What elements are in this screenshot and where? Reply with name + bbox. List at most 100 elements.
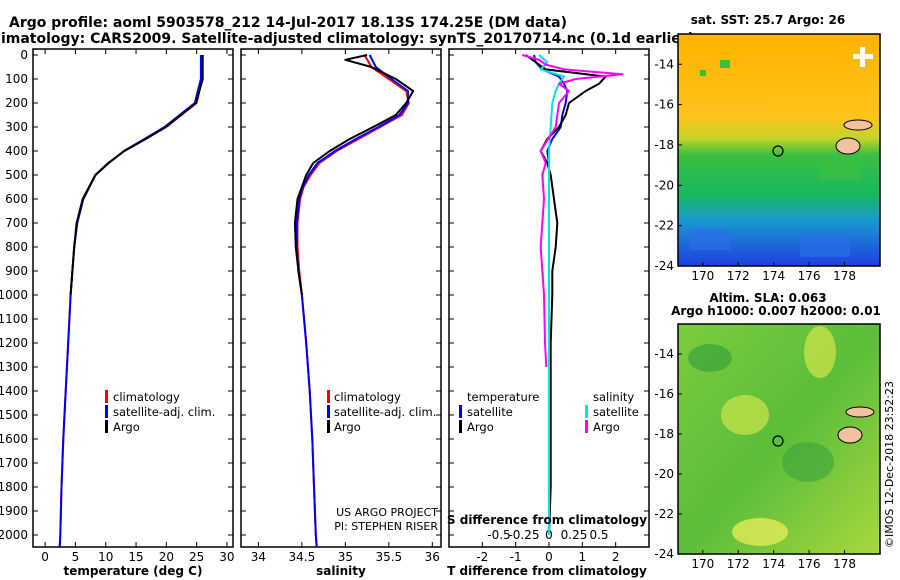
map-lon-tick-label: 178 (833, 269, 856, 283)
x-tick-label: 2 (612, 550, 620, 564)
salinity-xlabel: salinity (316, 564, 366, 578)
x-tick-label: 20 (159, 550, 174, 564)
y-tick-label: 1300 (0, 360, 28, 374)
legend-temperature-header: temperature (467, 390, 539, 404)
legend-satellite-label: satellite-adj. clim. (334, 405, 436, 419)
x-tick-label: 15 (128, 550, 143, 564)
sst-patch (700, 70, 706, 76)
map-lat-tick-label: -16 (654, 387, 674, 401)
y-tick-label: 1500 (0, 408, 28, 422)
sla-eddy (721, 395, 769, 435)
y-tick-label: 1200 (0, 336, 28, 350)
sla-map (677, 323, 881, 555)
argo-float-marker (772, 145, 784, 157)
series-line-temperature-argo (525, 54, 607, 536)
temperature-panel-frame (32, 48, 234, 548)
legend-temp-satellite-label: satellite (467, 405, 513, 419)
sla-map-subtitle: Argo h1000: 0.007 h2000: 0.01 (671, 304, 881, 318)
legend-sal-argo-swatch (585, 420, 588, 433)
temperature-legend: climatology satellite-adj. clim. Argo (105, 390, 215, 434)
title-line-1: Argo profile: aoml 5903578_212 14-Jul-20… (9, 15, 567, 31)
legend-temp-satellite-swatch (459, 405, 462, 418)
map-lon-tick-label: 178 (833, 557, 856, 571)
map-lat-tick-label: -20 (654, 467, 674, 481)
difference-xlabel: T difference from climatology (447, 564, 647, 578)
legend-climatology-label: climatology (113, 390, 180, 404)
argo-float-marker (772, 435, 784, 447)
legend-argo-swatch (327, 420, 330, 433)
x-tick-label: 34 (251, 550, 266, 564)
map-lat-tick-label: -14 (654, 57, 674, 71)
x-tick-label: 1 (579, 550, 587, 564)
y-tick-label: 800 (5, 240, 28, 254)
legend-satellite-swatch (327, 405, 330, 418)
legend-argo-swatch (105, 420, 108, 433)
x-tick-label: 30 (219, 550, 234, 564)
y-tick-label: 400 (5, 144, 28, 158)
series-line-satellite-adj-clim- (58, 55, 202, 548)
x2-tick-label: -0.25 (508, 528, 539, 542)
map-lat-tick-label: -16 (654, 98, 674, 112)
y-tick-label: 0 (20, 48, 28, 62)
map-lon-tick-label: 172 (727, 557, 750, 571)
tick-layer: 0100200300400500600700800900100011001200… (0, 48, 649, 564)
y-tick-label: 900 (5, 264, 28, 278)
series-line-satellite-adj-clim- (295, 54, 409, 548)
legend-satellite-label: satellite-adj. clim. (113, 405, 215, 419)
x2-tick-label: 0.5 (589, 528, 608, 542)
x-tick-label: 10 (98, 550, 113, 564)
fiji-island-icon (845, 406, 875, 418)
series-layer (58, 54, 624, 548)
fiji-island-icon (835, 137, 861, 155)
map-lon-tick-label: 170 (691, 557, 714, 571)
x-tick-label: 36 (425, 550, 440, 564)
series-line-climatology (58, 54, 204, 548)
legend-argo-label: Argo (334, 420, 361, 434)
title-line-2: Climatology: CARS2009. Satellite-adjuste… (0, 31, 694, 47)
sst-patch (720, 60, 730, 68)
map-lat-tick-label: -22 (654, 507, 674, 521)
sst-map (677, 33, 881, 267)
project-credit: US ARGO PROJECT (336, 506, 438, 519)
salinity-legend: climatology satellite-adj. clim. Argo (327, 390, 436, 434)
legend-sal-argo-label: Argo (593, 420, 620, 434)
legend-climatology-swatch (327, 390, 330, 403)
legend-salinity-header: salinity (593, 390, 634, 404)
y-tick-label: 1100 (0, 312, 28, 326)
x-tick-label: 34.5 (289, 550, 316, 564)
legend-climatology-swatch (105, 390, 108, 403)
sla-frame (677, 323, 881, 555)
map-lat-tick-label: -18 (654, 427, 674, 441)
salinity-panel-frame (240, 48, 442, 548)
fiji-island-icon (837, 426, 863, 444)
y-tick-label: 1600 (0, 432, 28, 446)
legend-temp-argo-swatch (459, 420, 462, 433)
y-tick-label: 700 (5, 216, 28, 230)
legend-climatology-label: climatology (334, 390, 401, 404)
legend-temp-argo-label: Argo (467, 420, 494, 434)
sla-eddy (782, 442, 834, 482)
x2-tick-label: 0.25 (561, 528, 588, 542)
y-tick-label: 1000 (0, 288, 28, 302)
y-tick-label: 300 (5, 120, 28, 134)
sst-map-title: sat. SST: 25.7 Argo: 26 (691, 13, 845, 27)
y-tick-label: 1400 (0, 384, 28, 398)
map-lon-tick-label: 176 (798, 557, 821, 571)
y-tick-label: 500 (5, 168, 28, 182)
series-line-argo (69, 55, 204, 296)
map-lon-tick-label: 174 (762, 269, 785, 283)
sst-patch (800, 235, 850, 257)
y-tick-label: 1700 (0, 456, 28, 470)
legend-sal-satellite-swatch (585, 405, 588, 418)
sla-eddy (732, 518, 788, 546)
x-tick-label: 25 (189, 550, 204, 564)
map-lon-tick-label: 174 (762, 557, 785, 571)
imos-credit: ©IMOS 12-Dec-2018 23:52:23 (883, 381, 896, 548)
map-lat-tick-label: -20 (654, 178, 674, 192)
x-tick-label: 0 (545, 550, 553, 564)
y-tick-label: 100 (5, 72, 28, 86)
legend-sal-satellite-label: satellite (593, 405, 639, 419)
map-lat-tick-label: -14 (654, 347, 674, 361)
sst-patch (690, 230, 730, 250)
